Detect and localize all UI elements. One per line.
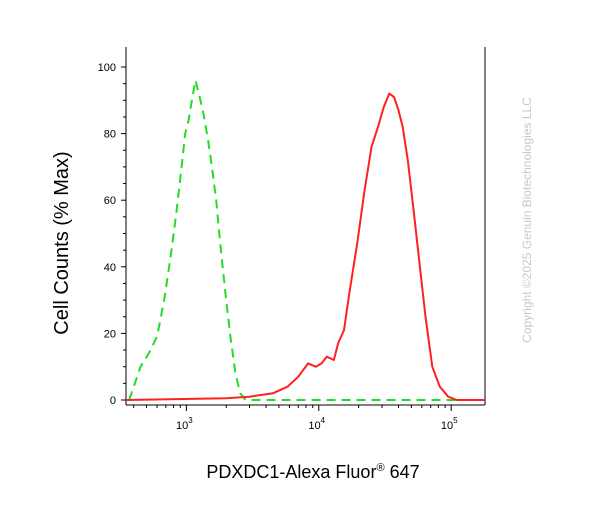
- x-axis-title-suffix: 647: [385, 462, 420, 482]
- y-tick-label: 20: [104, 328, 116, 340]
- x-axis-title-main: PDXDC1-Alexa Fluor: [206, 462, 376, 482]
- x-minor-ticks: [133, 405, 446, 408]
- x-tick-label: 104: [308, 416, 325, 432]
- y-tick-label: 60: [104, 195, 116, 207]
- series-1-dashed-line: [128, 79, 485, 401]
- x-tick-label: 105: [441, 416, 458, 432]
- y-tick-label: 40: [104, 262, 116, 274]
- y-tick-label: 80: [104, 129, 116, 141]
- y-minor-ticks: [123, 83, 126, 384]
- x-major-ticks: 103 104 105: [176, 405, 458, 432]
- series-2-solid-line: [125, 92, 485, 401]
- y-axis-title: Cell Counts (% Max): [51, 151, 73, 334]
- series-layer: [125, 79, 485, 401]
- x-tick-label: 103: [176, 416, 193, 432]
- copyright-watermark: Copyright ©2025 Genuin Biotechnologies L…: [520, 97, 534, 343]
- x-axis-title-registered: ®: [376, 462, 384, 474]
- y-major-ticks: 0 20 40 60 80 100: [98, 62, 126, 407]
- y-tick-label: 100: [98, 62, 116, 74]
- y-tick-label: 0: [110, 395, 116, 407]
- x-axis-title: PDXDC1-Alexa Fluor® 647: [206, 462, 419, 482]
